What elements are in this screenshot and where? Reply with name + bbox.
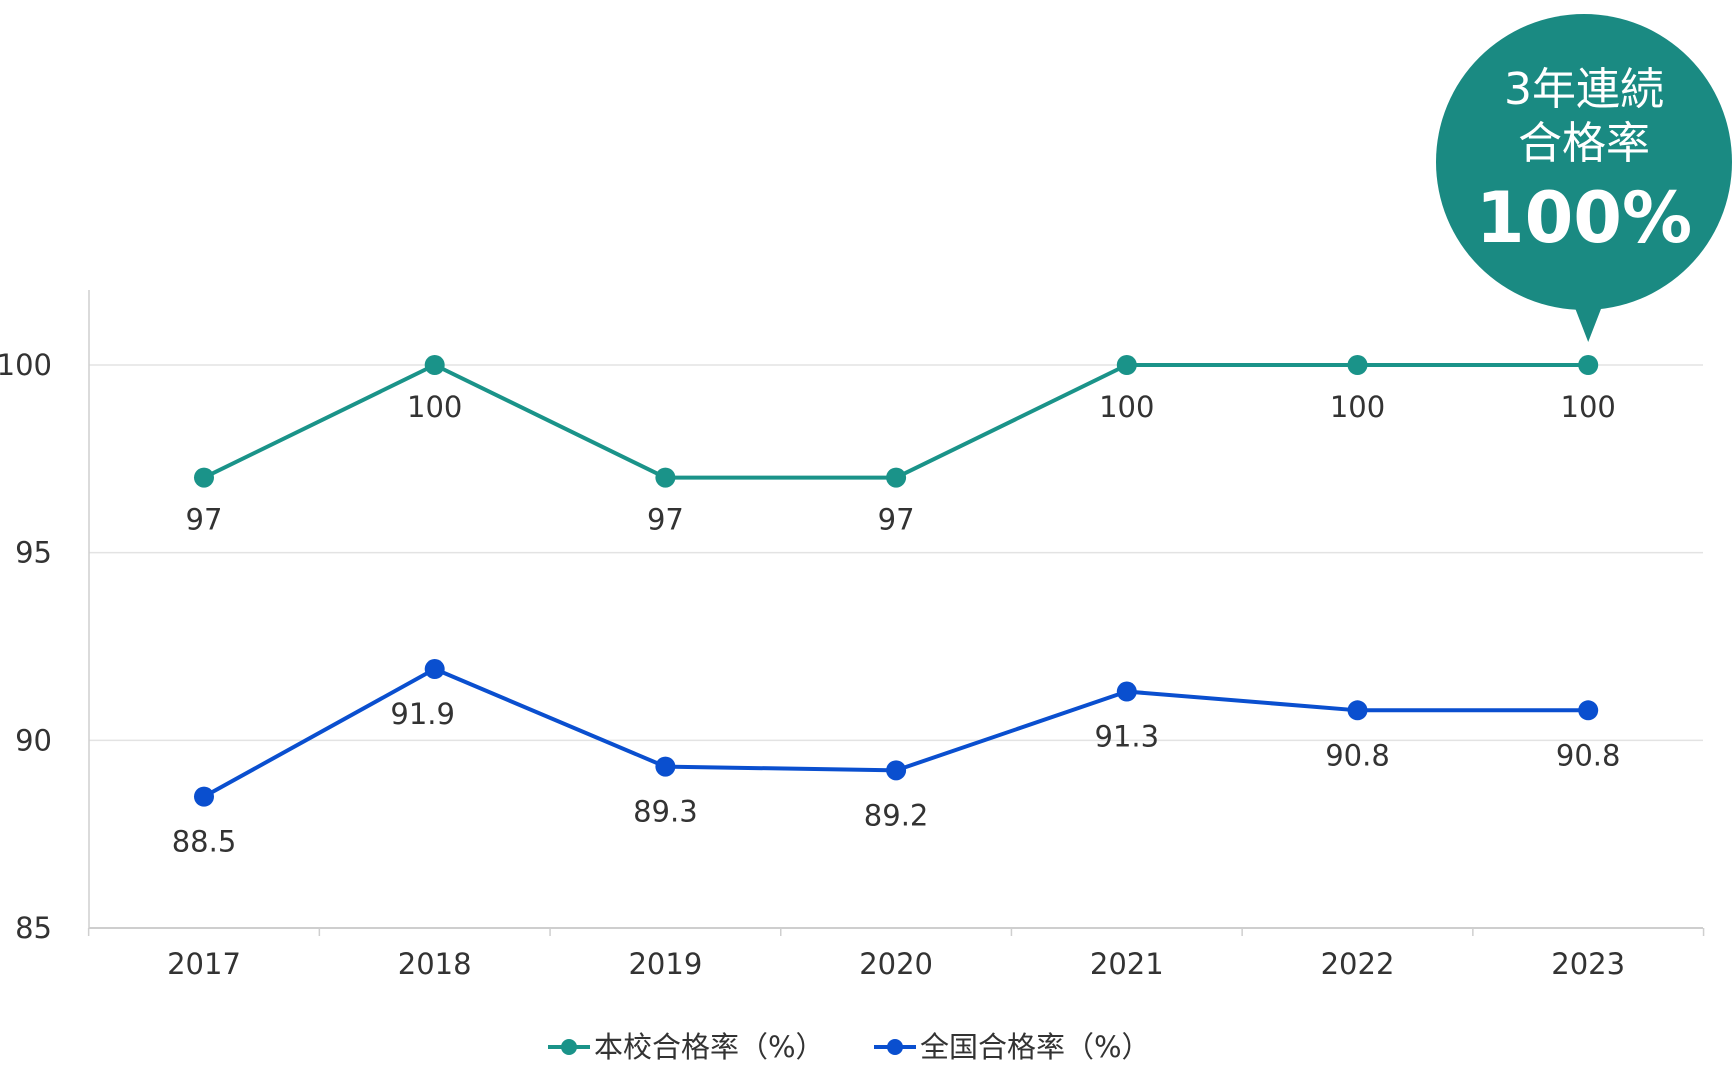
series-1-point-2018 bbox=[424, 355, 445, 375]
series-2-label-2019: 89.3 bbox=[633, 795, 698, 829]
series-2-label-2021: 91.3 bbox=[1095, 720, 1160, 754]
y-tick-label: 85 bbox=[15, 911, 52, 945]
grid-lines bbox=[89, 364, 1703, 929]
x-tick-label-2021: 2021 bbox=[1090, 947, 1164, 981]
series-1-point-2022 bbox=[1347, 355, 1368, 375]
annotation-value: 100% bbox=[1476, 177, 1692, 259]
series-2-label-2017: 88.5 bbox=[172, 825, 237, 859]
legend-marker-1 bbox=[561, 1039, 577, 1055]
legend-label-2: 全国合格率（%） bbox=[920, 1030, 1151, 1064]
series-1-label-2020: 97 bbox=[878, 503, 915, 537]
series-2-point-2022 bbox=[1347, 700, 1368, 721]
legend: 本校合格率（%） 全国合格率（%） bbox=[548, 1030, 1151, 1064]
series-1-label-2021: 100 bbox=[1099, 390, 1154, 424]
legend-label-1: 本校合格率（%） bbox=[594, 1030, 825, 1064]
series-2-point-2020 bbox=[886, 760, 907, 781]
x-tick-label-2019: 2019 bbox=[628, 947, 702, 981]
series-1-point-2017 bbox=[194, 467, 214, 488]
series-2-point-2019 bbox=[655, 756, 676, 777]
series-1-point-2023 bbox=[1578, 355, 1599, 375]
y-tick-label: 95 bbox=[15, 536, 52, 570]
series-1-point-2019 bbox=[655, 467, 676, 488]
series-lines bbox=[194, 355, 1599, 807]
series-2-point-2018 bbox=[424, 659, 445, 680]
annotation-circle bbox=[1436, 14, 1732, 310]
x-tick-label-2023: 2023 bbox=[1551, 947, 1625, 981]
series-2-point-2021 bbox=[1116, 681, 1137, 702]
x-axis-ticks: 2017 2018 2019 2020 2021 2022 2023 bbox=[167, 947, 1625, 981]
series-2-label-2018: 91.9 bbox=[390, 697, 455, 731]
legend-marker-2 bbox=[887, 1039, 903, 1055]
y-tick-label: 90 bbox=[15, 723, 52, 757]
series-2-label-2020: 89.2 bbox=[864, 798, 929, 832]
annotation-line-1: 3年連続 bbox=[1504, 64, 1664, 115]
x-tick-label-2020: 2020 bbox=[859, 947, 933, 981]
series-1-label-2017: 97 bbox=[186, 503, 223, 537]
annotation-pointer bbox=[1564, 280, 1613, 342]
series-1-label-2019: 97 bbox=[647, 503, 684, 537]
data-labels: 97 100 97 97 100 100 100 88.5 91.9 89.3 89.2 91.3 90… bbox=[172, 390, 1621, 859]
annotation-line-2: 合格率 bbox=[1518, 118, 1650, 169]
y-axis-ticks: 100 95 90 85 bbox=[0, 348, 52, 945]
series-1-label-2022: 100 bbox=[1330, 390, 1385, 424]
series-1-label-2018: 100 bbox=[407, 390, 462, 424]
x-tick-label-2017: 2017 bbox=[167, 947, 241, 981]
x-tick-label-2018: 2018 bbox=[398, 947, 472, 981]
axes bbox=[87, 290, 1705, 936]
series-2-point-2023 bbox=[1578, 700, 1599, 721]
series-1-point-2020 bbox=[886, 467, 907, 488]
series-1-label-2023: 100 bbox=[1561, 390, 1616, 424]
series-2-label-2023: 90.8 bbox=[1556, 738, 1621, 772]
x-tick-label-2022: 2022 bbox=[1321, 947, 1395, 981]
series-1-point-2021 bbox=[1116, 355, 1137, 375]
series-2-point-2017 bbox=[194, 786, 214, 807]
y-tick-label: 100 bbox=[0, 348, 52, 382]
series-2-label-2022: 90.8 bbox=[1325, 738, 1390, 772]
